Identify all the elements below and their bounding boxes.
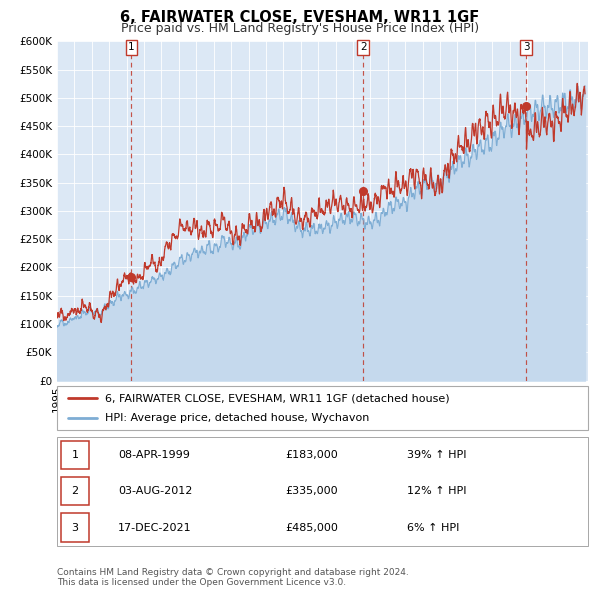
Text: 39% ↑ HPI: 39% ↑ HPI	[407, 450, 467, 460]
Text: HPI: Average price, detached house, Wychavon: HPI: Average price, detached house, Wych…	[105, 413, 369, 423]
Text: 1: 1	[71, 450, 79, 460]
Text: 08-APR-1999: 08-APR-1999	[118, 450, 190, 460]
Text: 12% ↑ HPI: 12% ↑ HPI	[407, 486, 467, 496]
Bar	[57, 473, 588, 509]
Bar	[61, 477, 89, 506]
Text: 2: 2	[360, 42, 367, 53]
Text: Contains HM Land Registry data © Crown copyright and database right 2024.
This d: Contains HM Land Registry data © Crown c…	[57, 568, 409, 587]
Bar	[57, 509, 588, 546]
Text: 2: 2	[71, 486, 79, 496]
Text: 6, FAIRWATER CLOSE, EVESHAM, WR11 1GF: 6, FAIRWATER CLOSE, EVESHAM, WR11 1GF	[121, 10, 479, 25]
Text: 6% ↑ HPI: 6% ↑ HPI	[407, 523, 460, 533]
Text: Price paid vs. HM Land Registry's House Price Index (HPI): Price paid vs. HM Land Registry's House …	[121, 22, 479, 35]
Text: 6, FAIRWATER CLOSE, EVESHAM, WR11 1GF (detached house): 6, FAIRWATER CLOSE, EVESHAM, WR11 1GF (d…	[105, 393, 449, 403]
Text: 3: 3	[71, 523, 79, 533]
Bar	[61, 513, 89, 542]
Text: 17-DEC-2021: 17-DEC-2021	[118, 523, 191, 533]
Text: 3: 3	[523, 42, 530, 53]
Bar	[57, 437, 588, 473]
Text: £485,000: £485,000	[286, 523, 338, 533]
Text: £335,000: £335,000	[286, 486, 338, 496]
Bar	[61, 441, 89, 469]
Text: £183,000: £183,000	[286, 450, 338, 460]
Text: 03-AUG-2012: 03-AUG-2012	[118, 486, 193, 496]
Text: 1: 1	[128, 42, 135, 53]
